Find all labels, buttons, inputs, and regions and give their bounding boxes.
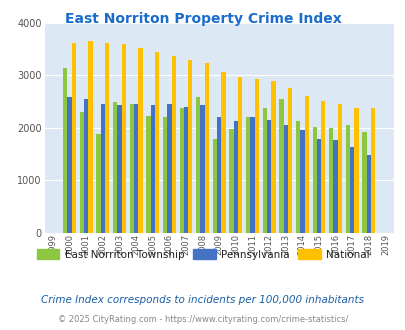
Bar: [105, 43, 109, 233]
Bar: [204, 63, 209, 233]
Bar: [221, 72, 225, 233]
Bar: [188, 60, 192, 233]
Bar: [88, 41, 92, 233]
Bar: [271, 81, 275, 233]
Bar: [229, 129, 233, 233]
Bar: [200, 105, 204, 233]
Bar: [283, 125, 287, 233]
Bar: [312, 127, 316, 233]
Bar: [233, 120, 237, 233]
Bar: [337, 104, 341, 233]
Bar: [354, 108, 358, 233]
Bar: [237, 77, 242, 233]
Bar: [129, 104, 134, 233]
Bar: [262, 109, 266, 233]
Bar: [316, 139, 320, 233]
Bar: [320, 101, 325, 233]
Legend: East Norriton Township, Pennsylvania, National: East Norriton Township, Pennsylvania, Na…: [32, 245, 373, 264]
Bar: [362, 132, 366, 233]
Bar: [349, 147, 354, 233]
Bar: [196, 97, 200, 233]
Bar: [279, 99, 283, 233]
Bar: [370, 108, 375, 233]
Bar: [67, 97, 72, 233]
Bar: [72, 43, 76, 233]
Bar: [167, 104, 171, 233]
Bar: [84, 99, 88, 233]
Bar: [328, 128, 333, 233]
Bar: [333, 141, 337, 233]
Bar: [183, 108, 188, 233]
Bar: [245, 117, 250, 233]
Bar: [134, 104, 138, 233]
Bar: [212, 139, 217, 233]
Bar: [345, 125, 349, 233]
Bar: [304, 96, 308, 233]
Bar: [155, 52, 159, 233]
Bar: [299, 130, 304, 233]
Bar: [250, 117, 254, 233]
Bar: [138, 48, 142, 233]
Bar: [366, 154, 370, 233]
Text: Crime Index corresponds to incidents per 100,000 inhabitants: Crime Index corresponds to incidents per…: [41, 295, 364, 305]
Bar: [287, 88, 292, 233]
Bar: [96, 134, 100, 233]
Bar: [113, 102, 117, 233]
Bar: [117, 105, 121, 233]
Bar: [171, 55, 175, 233]
Bar: [295, 121, 299, 233]
Bar: [122, 44, 126, 233]
Bar: [217, 117, 221, 233]
Bar: [100, 104, 105, 233]
Bar: [146, 116, 150, 233]
Bar: [266, 120, 271, 233]
Bar: [254, 79, 258, 233]
Bar: [63, 68, 67, 233]
Bar: [150, 105, 155, 233]
Text: © 2025 CityRating.com - https://www.cityrating.com/crime-statistics/: © 2025 CityRating.com - https://www.city…: [58, 315, 347, 324]
Bar: [162, 117, 167, 233]
Bar: [79, 112, 84, 233]
Bar: [179, 108, 183, 233]
Text: East Norriton Property Crime Index: East Norriton Property Crime Index: [64, 12, 341, 25]
